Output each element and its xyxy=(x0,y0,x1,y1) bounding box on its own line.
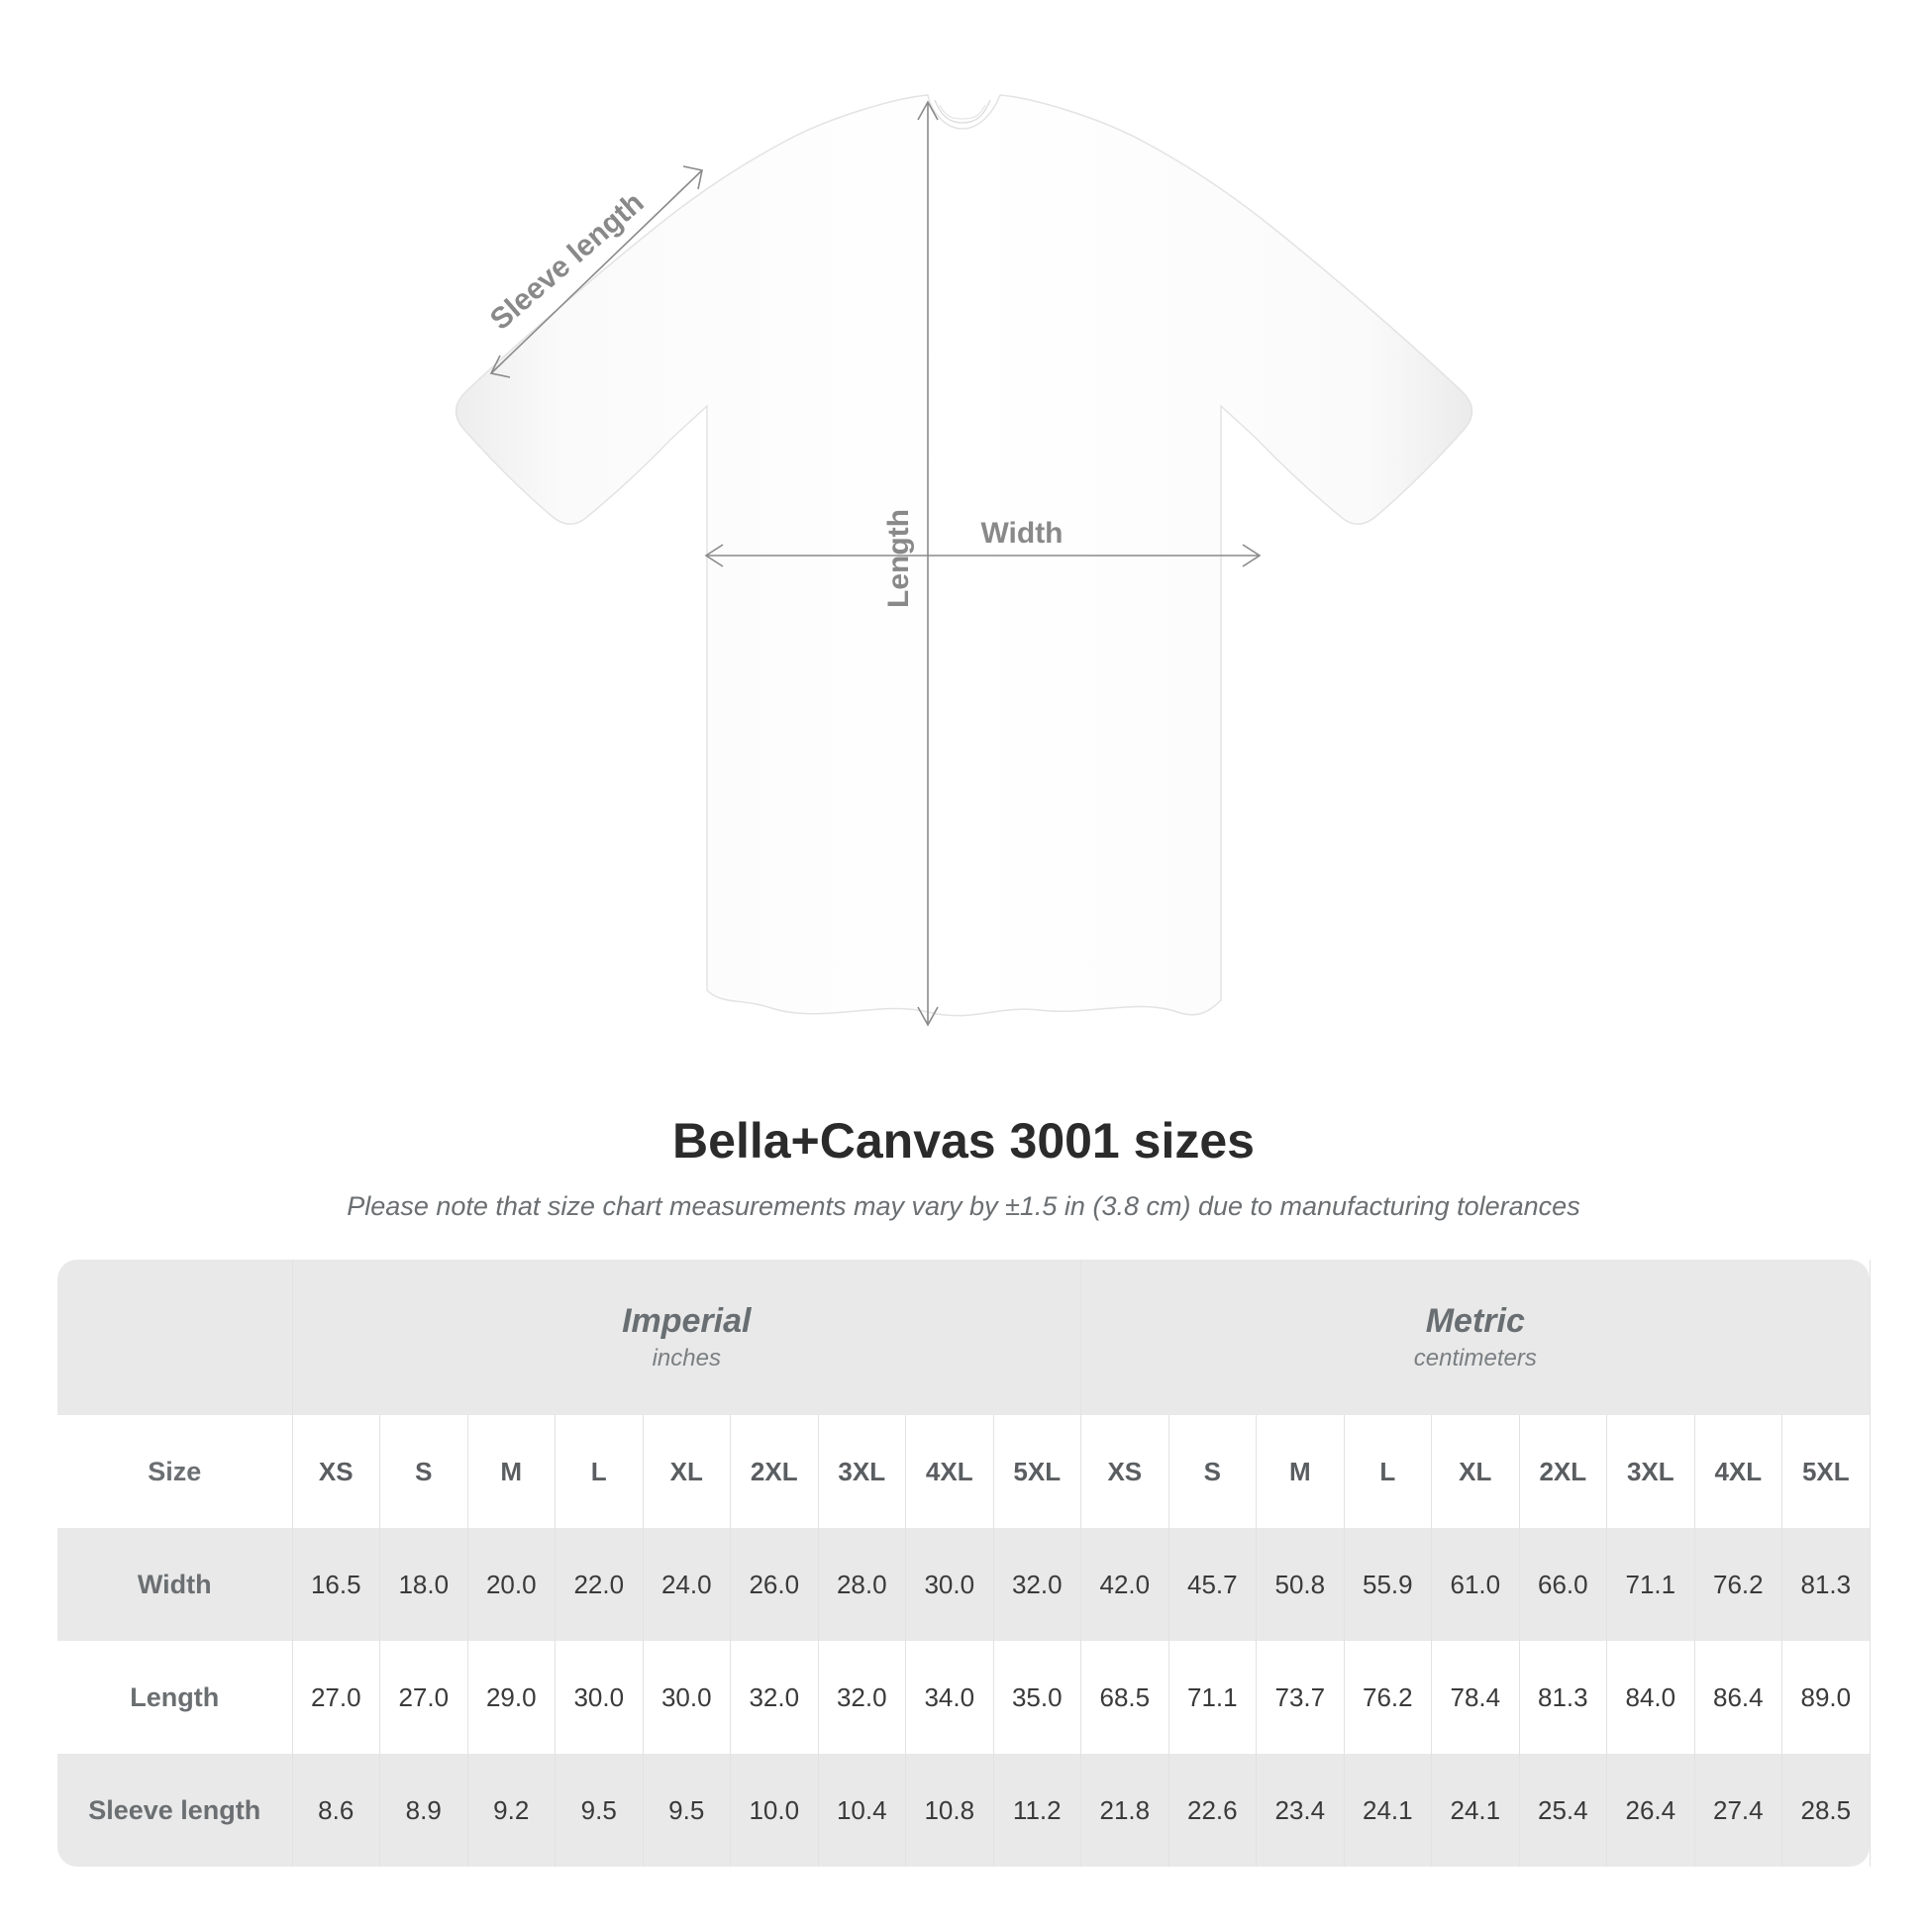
svg-text:Length: Length xyxy=(882,509,915,608)
svg-text:Width: Width xyxy=(980,517,1063,550)
